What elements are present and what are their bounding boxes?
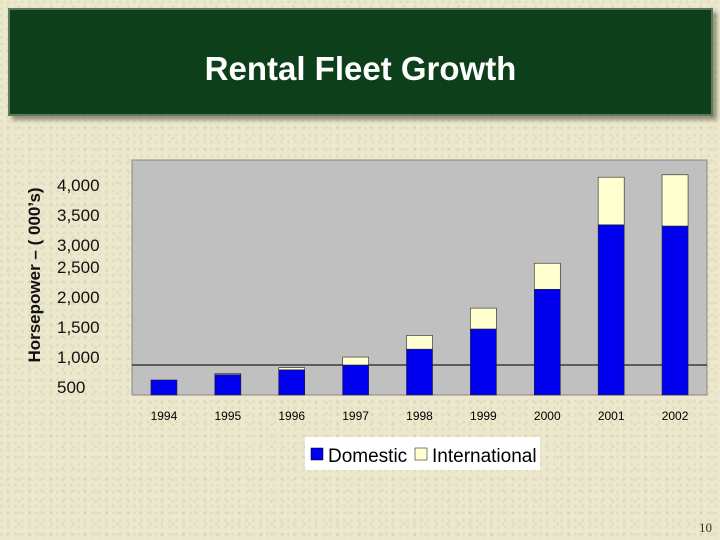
y-tick-label: 3,500: [57, 206, 100, 225]
legend-label-international: International: [432, 446, 537, 467]
bar-international-2000: [533, 262, 561, 290]
bar-domestic-1996: [278, 369, 306, 396]
legend-label-domestic: Domestic: [328, 446, 407, 467]
y-tick-label: 1,000: [57, 348, 100, 367]
bar-international-1999: [470, 307, 497, 330]
y-tick-label: 4,000: [57, 176, 100, 195]
bar-domestic-1997: [342, 364, 369, 396]
bar-domestic-2000: [533, 288, 561, 396]
bar-international-1995: [214, 373, 242, 375]
bar-international-1997: [342, 356, 369, 366]
bar-international-2002: [661, 174, 689, 227]
bar-international-1998: [406, 335, 433, 350]
bar-domestic-2002: [661, 225, 689, 396]
legend-swatch-domestic: [310, 447, 324, 461]
bar-domestic-1995: [214, 374, 242, 396]
x-tick-label: 2002: [662, 409, 689, 423]
y-tick-label: 1,500: [57, 318, 100, 337]
y-tick-label: 2,500: [57, 258, 100, 277]
y-axis-label: Horsepower – ( 000’s): [25, 187, 44, 362]
title-bar: Rental Fleet Growth: [8, 8, 713, 116]
y-tick-label: 2,000: [57, 288, 100, 307]
legend-swatch-international: [414, 447, 428, 461]
x-tick-label: 1998: [406, 409, 433, 423]
bar-international-1996: [278, 367, 306, 371]
bar-domestic-1994: [150, 379, 178, 396]
x-tick-label: 1997: [342, 409, 369, 423]
bar-domestic-1998: [406, 348, 433, 396]
x-tick-label: 1996: [278, 409, 305, 423]
x-tick-label: 1999: [470, 409, 497, 423]
x-tick-label: 2000: [534, 409, 561, 423]
legend: Domestic International: [305, 437, 540, 470]
y-tick-label: 3,000: [57, 236, 100, 255]
x-tick-label: 2001: [598, 409, 625, 423]
slide-title: Rental Fleet Growth: [204, 50, 517, 87]
bar-domestic-2001: [597, 224, 625, 396]
x-tick-label: 1994: [151, 409, 178, 423]
bar-domestic-1999: [470, 328, 497, 396]
bar-international-2001: [597, 176, 625, 226]
page-number: 10: [699, 520, 712, 535]
y-tick-label: 500: [57, 378, 85, 397]
x-tick-label: 1995: [214, 409, 241, 423]
